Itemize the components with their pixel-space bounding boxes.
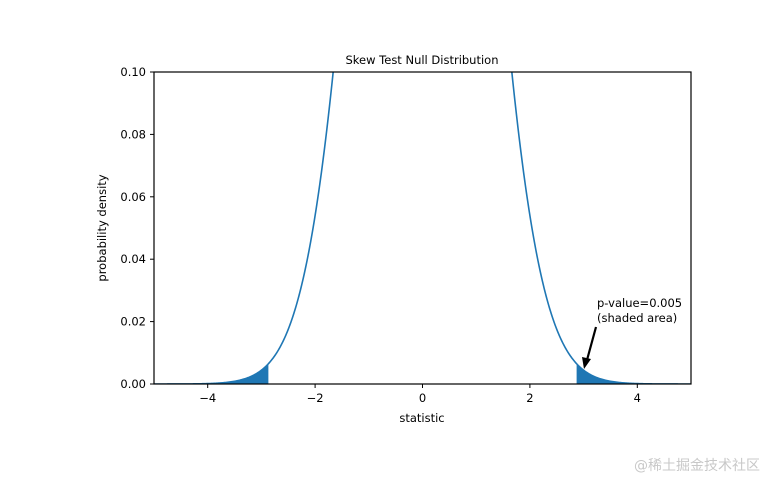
y-axis-ticks: 0.00 0.02 0.04 0.06 0.08 0.10 xyxy=(120,65,154,391)
y-tick-label: 0.06 xyxy=(120,190,146,204)
y-tick-label: 0.10 xyxy=(120,65,146,79)
x-axis-ticks: −4 −2 0 2 4 xyxy=(199,384,641,405)
p-value-annotation: p-value=0.005 (shaded area) xyxy=(582,296,682,369)
x-tick-label: 4 xyxy=(634,391,641,405)
x-tick-label: 0 xyxy=(419,391,426,405)
x-axis-label: statistic xyxy=(399,411,444,425)
annotation-arrow-head-icon xyxy=(582,357,591,369)
right-tail-shaded-area xyxy=(576,363,691,384)
x-tick-label: −4 xyxy=(199,391,216,405)
plot-area xyxy=(154,72,691,384)
y-tick-label: 0.08 xyxy=(120,127,146,141)
y-axis-label: probability density xyxy=(95,174,109,281)
x-tick-label: 2 xyxy=(526,391,533,405)
watermark: @稀土掘金技术社区 xyxy=(634,458,760,474)
y-tick-label: 0.04 xyxy=(120,252,146,266)
annotation-line-1: p-value=0.005 xyxy=(597,296,682,310)
y-tick-label: 0.02 xyxy=(120,315,146,329)
x-tick-label: −2 xyxy=(307,391,324,405)
pdf-curve xyxy=(154,72,691,384)
axes-frame xyxy=(153,71,692,385)
chart-title: Skew Test Null Distribution xyxy=(345,53,498,67)
y-tick-label: 0.00 xyxy=(120,377,146,391)
annotation-arrow-shaft xyxy=(585,326,598,361)
annotation-line-2: (shaded area) xyxy=(597,311,677,325)
left-tail-shaded-area xyxy=(154,363,269,384)
